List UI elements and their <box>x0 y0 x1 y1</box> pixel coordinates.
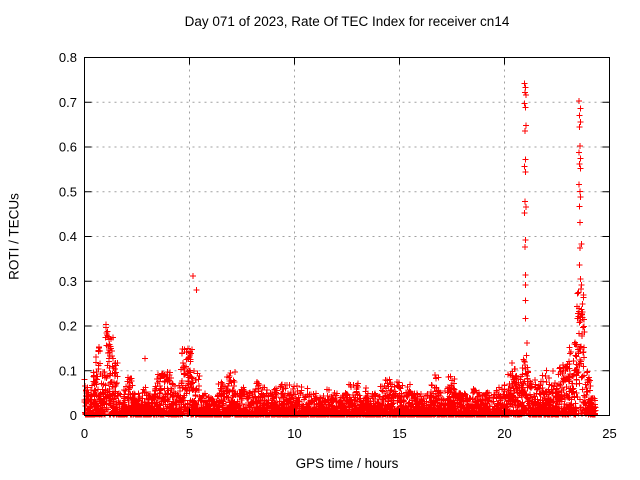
y-tick-label: 0.3 <box>59 274 77 289</box>
y-tick-label: 0.4 <box>59 229 77 244</box>
y-tick-label: 0.6 <box>59 140 77 155</box>
x-tick-label: 0 <box>81 426 88 441</box>
y-tick-label: 0.1 <box>59 363 77 378</box>
y-tick-label: 0 <box>70 408 77 423</box>
x-tick-label: 15 <box>392 426 406 441</box>
y-tick-label: 0.2 <box>59 319 77 334</box>
x-tick-label: 25 <box>602 426 616 441</box>
x-axis-label: GPS time / hours <box>295 456 399 471</box>
x-tick-label: 5 <box>186 426 193 441</box>
y-tick-label: 0.5 <box>59 184 77 199</box>
chart-title: Day 071 of 2023, Rate Of TEC Index for r… <box>184 14 510 29</box>
scatter-points <box>81 80 599 418</box>
y-tick-label: 0.7 <box>59 95 77 110</box>
x-tick-label: 10 <box>287 426 301 441</box>
y-tick-label: 0.8 <box>59 50 77 65</box>
x-tick-label: 20 <box>497 426 511 441</box>
